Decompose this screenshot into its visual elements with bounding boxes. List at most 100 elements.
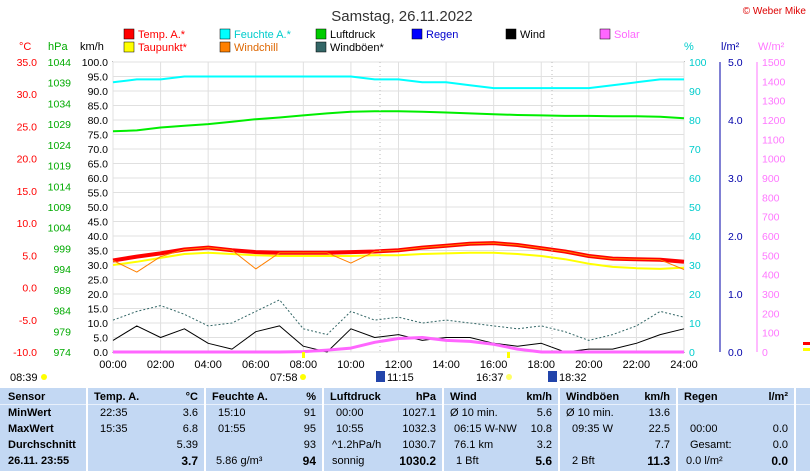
pressure-tick-10: 994 [53,264,71,276]
rain-total-label: Gesamt: [690,439,732,451]
humidity-tick-4: 60 [689,173,701,185]
x-tick-11: 22:00 [623,359,651,371]
legend-swatch-5 [599,28,611,40]
sunrise-axis-mark [302,352,305,358]
rain-tick-0: 5.0 [728,57,743,69]
chart-title: Samstag, 26.11.2022 [331,8,473,25]
col-temp: Temp. A. °C 22:35 3.6 15:35 6.8 5.39 3.7 [88,388,204,471]
solar-tick-6: 900 [762,173,780,185]
pressure-tick-7: 1009 [48,202,72,214]
pressure-tick-12: 984 [53,306,71,318]
temp-current-indicator [803,342,810,345]
legend-swatch-7 [219,41,231,53]
wind-avg10-value: 5.6 [536,407,552,419]
humidity-max-value: 95 [303,423,316,435]
temp-tick-5: 10.0 [17,218,38,230]
legend-swatch-3 [411,28,423,40]
humidity-abs-value: 5.86 g/m³ [216,455,263,467]
pressure-header: Luftdruck [330,391,381,403]
col-gusts: Windböen km/h Ø 10 min. 13.6 09:35 W 22.… [560,388,676,471]
gusts-unit: km/h [644,391,670,403]
axes: 35.0 30.0 25.0 20.0 15.0 10.0 5.0 0.0 -5.0 -10.0 1… [13,41,785,371]
legend-swatch-8 [315,41,327,53]
wind-tick-1: 95.0 [88,72,109,84]
legend-label-8: Windböen* [330,42,385,54]
col-pressure: Luftdruck hPa 00:00 1027.1 10:55 1032.3 … [324,388,442,471]
moon-icon-2 [548,371,557,382]
wind-tick-5: 75.0 [88,130,109,142]
rain-current-value: 0.0 [771,454,788,468]
gusts-header: Windböen [566,391,620,403]
pressure-unit-label: hPa [48,41,68,53]
x-tick-6: 12:00 [385,359,413,371]
temp-min-time: 22:35 [100,407,128,419]
x-tick-4: 08:00 [290,359,318,371]
temp-tick-0: 35.0 [17,57,38,69]
wind-tick-9: 55.0 [88,188,109,200]
rain-tick-3: 2.0 [728,231,743,243]
legend: Temp. A.* Feuchte A.* Luftdruck Regen Wind So… [123,28,640,54]
gusts-bft: 2 Bft [572,455,595,467]
humidity-header: Feuchte A. [212,391,268,403]
humidity-current-value: 94 [302,454,316,468]
sensor-row-avg: Durchschnitt [8,439,76,451]
wind-max-value: 10.8 [530,423,552,435]
pressure-tick-9: 999 [53,243,71,255]
x-tick-5: 10:00 [337,359,365,371]
pressure-tick-13: 979 [53,326,71,338]
rain-tick-1: 4.0 [728,115,743,127]
solar-tick-5: 1000 [762,154,786,166]
pressure-tick-6: 1014 [48,181,72,193]
wind-tick-6: 70.0 [88,144,109,156]
temp-current-value: 3.7 [181,454,198,468]
gusts-avg10-label: Ø 10 min. [566,407,614,419]
weather-chart: Samstag, 26.11.2022 © Weber Mike Temp. A… [10,6,810,384]
humidity-unit-label: % [684,41,694,53]
rain-header: Regen [684,391,718,403]
wind-tick-18: 10.0 [88,318,109,330]
pressure-tick-3: 1029 [48,119,72,131]
solar-tick-11: 400 [762,270,780,282]
legend-label-7: Windchill [234,42,278,54]
gusts-max-time: 09:35 W [572,423,613,435]
series-layer [112,75,810,354]
sensor-row-current: 26.11. 23:55 [8,455,70,467]
solar-tick-4: 1100 [762,134,785,146]
pressure-forecast: sonnig [332,455,365,467]
solar-tick-3: 1200 [762,115,786,127]
wind-tick-12: 40.0 [88,231,109,243]
sun-icon-sunset [300,374,306,380]
pressure-min-time: 00:00 [336,407,364,419]
humidity-tick-9: 10 [689,318,701,330]
humidity-tick-2: 80 [689,115,701,127]
sensor-header: Sensor [8,391,46,403]
temp-tick-2: 25.0 [17,121,38,133]
legend-swatch-0 [123,28,135,40]
wind-tick-3: 85.0 [88,101,109,113]
x-tick-1: 02:00 [147,359,175,371]
humidity-max-time: 01:55 [218,423,246,435]
pressure-current-value: 1030.2 [399,454,436,468]
wind-tick-0: 100.0 [82,57,108,69]
temp-tick-7: 0.0 [22,283,37,295]
x-tick-3: 06:00 [242,359,270,371]
pressure-max-time: 10:55 [336,423,364,435]
wind-run: 76.1 km [454,439,494,451]
humidity-tick-7: 30 [689,260,701,272]
rain-unit-label: l/m² [721,41,740,53]
x-tick-2: 04:00 [194,359,222,371]
solar-tick-1: 1400 [762,76,786,88]
sunrise-time-left: 08:39 [10,372,38,384]
humidity-tick-3: 70 [689,144,701,156]
sun-icon-mid [506,374,512,380]
wind-tick-8: 60.0 [88,173,109,185]
wind-tick-14: 30.0 [88,260,109,272]
sensor-row-max: MaxWert [8,423,54,435]
pressure-avg-value: 1030.7 [402,439,436,451]
humidity-tick-1: 90 [689,86,701,98]
x-tick-12: 24:00 [670,359,698,371]
wind-current-value: 5.6 [535,454,552,468]
x-tick-10: 20:00 [575,359,603,371]
temp-tick-8: -5.0 [19,315,37,327]
